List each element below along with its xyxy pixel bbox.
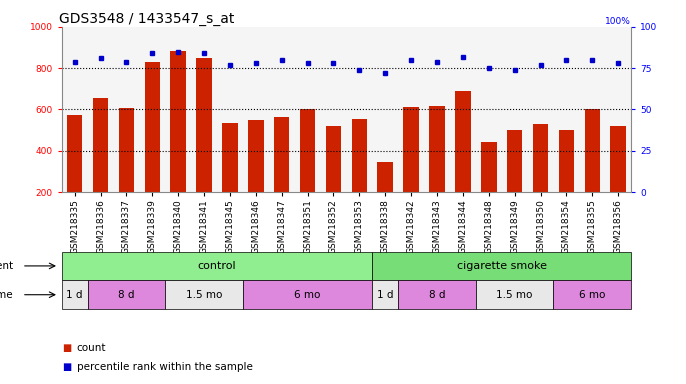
Bar <box>274 117 289 192</box>
Bar <box>611 126 626 192</box>
Text: agent: agent <box>0 261 13 271</box>
Bar <box>196 58 212 192</box>
Bar <box>243 280 372 309</box>
Bar <box>88 280 165 309</box>
Text: cigarette smoke: cigarette smoke <box>457 261 547 271</box>
Text: 1.5 mo: 1.5 mo <box>186 290 222 300</box>
Text: control: control <box>198 261 237 271</box>
Text: ■: ■ <box>62 362 71 372</box>
Bar <box>584 109 600 192</box>
Bar <box>352 119 367 192</box>
Bar <box>455 91 471 192</box>
Bar <box>170 51 186 192</box>
Text: ■: ■ <box>62 343 71 353</box>
Bar <box>62 280 88 309</box>
Bar <box>67 114 82 192</box>
Text: 8 d: 8 d <box>118 290 134 300</box>
Bar <box>533 124 548 192</box>
Bar <box>326 126 341 192</box>
Bar <box>93 98 108 192</box>
Text: 8 d: 8 d <box>429 290 445 300</box>
Text: 1.5 mo: 1.5 mo <box>497 290 533 300</box>
Text: percentile rank within the sample: percentile rank within the sample <box>77 362 252 372</box>
Text: 1 d: 1 d <box>67 290 83 300</box>
Bar <box>554 280 631 309</box>
Text: 6 mo: 6 mo <box>294 290 321 300</box>
Bar <box>377 162 393 192</box>
Bar <box>372 252 631 280</box>
Bar <box>165 280 243 309</box>
Bar <box>372 280 398 309</box>
Text: count: count <box>77 343 106 353</box>
Bar <box>403 108 419 192</box>
Bar <box>119 108 134 192</box>
Bar <box>248 120 263 192</box>
Bar <box>429 106 445 192</box>
Bar <box>507 130 523 192</box>
Text: time: time <box>0 290 13 300</box>
Bar <box>300 109 316 192</box>
Bar <box>145 62 160 192</box>
Text: 6 mo: 6 mo <box>579 290 606 300</box>
Bar <box>481 142 497 192</box>
Text: GDS3548 / 1433547_s_at: GDS3548 / 1433547_s_at <box>59 12 234 26</box>
Bar <box>222 123 238 192</box>
Bar <box>558 131 574 192</box>
Bar <box>62 252 372 280</box>
Bar <box>476 280 554 309</box>
Text: 1 d: 1 d <box>377 290 394 300</box>
Text: 100%: 100% <box>605 17 631 26</box>
Bar <box>398 280 476 309</box>
